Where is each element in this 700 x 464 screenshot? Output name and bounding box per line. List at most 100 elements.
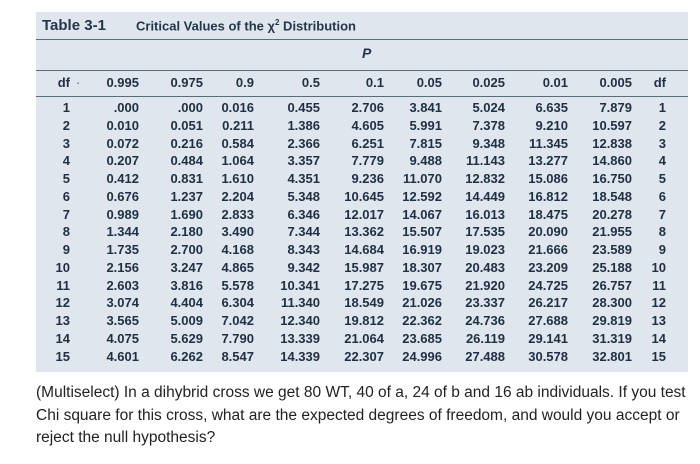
critical-value-cell: 16.812 [528, 188, 568, 204]
table-row: 2 0.010 0.051 0.211 1.386 4.605 5.991 7.378 9.21… [36, 118, 688, 136]
critical-value-cell: 8.547 [221, 348, 254, 364]
critical-value-cell: 9.342 [287, 259, 320, 275]
df-cell: 5 [62, 171, 70, 186]
critical-value-cell: 7.815 [409, 135, 442, 151]
critical-value-cell: 9.348 [472, 135, 505, 151]
df-cell: 8 [62, 224, 70, 240]
critical-value-cell: 3.074 [106, 295, 139, 311]
critical-value-cell: 2.603 [106, 277, 139, 293]
df-cell: 15 [651, 348, 666, 364]
critical-value-cell: 29.819 [592, 313, 632, 328]
header-dot-icon: · [76, 75, 81, 90]
critical-value-cell: 1.610 [221, 171, 254, 186]
df-cell: 9 [62, 242, 70, 257]
critical-value-cell: 0.412 [106, 171, 139, 186]
critical-value-cell: 27.688 [528, 313, 568, 328]
critical-value-cell: 0.010 [106, 117, 139, 133]
critical-value-cell: 3.247 [170, 259, 203, 275]
critical-value-cell: 14.339 [280, 348, 320, 364]
critical-value-cell: 21.064 [344, 330, 384, 346]
critical-value-cell: 1.237 [170, 188, 203, 204]
critical-value-cell: 19.675 [402, 277, 442, 293]
critical-value-cell: 0.455 [287, 100, 320, 115]
df-cell: 10 [651, 259, 666, 275]
critical-value-cell: 24.996 [402, 348, 442, 364]
table-row: 11 2.603 3.816 5.578 10.341 17.275 19.675 21.92… [36, 278, 688, 296]
critical-value-cell: 3.357 [287, 153, 320, 169]
critical-value-cell: 0.207 [106, 153, 139, 169]
critical-value-cell: 27.488 [465, 348, 505, 364]
critical-value-cell: 23.589 [592, 242, 632, 257]
critical-value-cell: 3.565 [106, 313, 139, 328]
critical-value-cell: 21.920 [465, 277, 505, 293]
critical-value-cell: 9.210 [535, 117, 568, 133]
critical-value-cell: 6.304 [221, 295, 254, 311]
df-cell: 5 [658, 171, 666, 186]
critical-value-cell: 18.307 [402, 259, 442, 275]
df-cell: 1 [658, 100, 666, 115]
critical-value-cell: 2.204 [221, 188, 254, 204]
df-cell: 8 [658, 224, 666, 240]
table-row: 3 0.072 0.216 0.584 2.366 6.251 7.815 9.348 11.3… [36, 136, 688, 154]
critical-value-cell: 21.955 [592, 224, 632, 240]
table-row: 4 0.207 0.484 1.064 3.357 7.779 9.488 11.143 13.… [36, 153, 688, 171]
critical-value-cell: 26.757 [592, 277, 632, 293]
df-cell: 7 [62, 206, 70, 222]
probability-label: P [362, 45, 372, 61]
critical-value-cell: .000 [113, 100, 139, 115]
critical-value-cell: 2.180 [170, 224, 203, 240]
critical-value-cell: 30.578 [528, 348, 568, 364]
critical-value-cell: 1.386 [287, 117, 320, 133]
df-cell: 15 [55, 348, 70, 364]
critical-value-cell: 11.345 [528, 135, 568, 151]
df-cell: 3 [62, 135, 70, 151]
header-p-0995: 0.995 [106, 75, 139, 90]
critical-value-cell: 11.340 [280, 295, 320, 311]
critical-value-cell: 5.348 [287, 188, 320, 204]
table-row: 8 1.344 2.180 3.490 7.344 13.362 15.507 17.535 2… [36, 224, 688, 242]
df-cell: 13 [55, 313, 70, 328]
header-p-0975: 0.975 [170, 75, 203, 90]
critical-value-cell: 9.488 [409, 153, 442, 169]
critical-value-cell: 22.307 [344, 348, 384, 364]
critical-value-cell: 4.075 [106, 330, 139, 346]
header-p-0025: 0.025 [472, 75, 505, 90]
critical-value-cell: 14.067 [402, 206, 442, 222]
critical-value-cell: 9.236 [351, 171, 384, 186]
table-row: 9 1.735 2.700 4.168 8.343 14.684 16.919 19.023 2… [36, 242, 688, 260]
table-row: 13 3.565 5.009 7.042 12.340 19.812 22.362 24.73… [36, 313, 688, 331]
critical-value-cell: 10.645 [344, 188, 384, 204]
critical-value-cell: 11.143 [465, 153, 505, 169]
critical-value-cell: 5.629 [170, 330, 203, 346]
critical-value-cell: 7.790 [221, 330, 254, 346]
critical-value-cell: 0.989 [106, 206, 139, 222]
critical-value-cell: 14.684 [344, 242, 384, 257]
critical-value-cell: 15.507 [402, 224, 442, 240]
table-title-row: Table 3-1 Critical Values of the χ2 Dist… [36, 12, 688, 40]
critical-value-cell: 0.676 [106, 188, 139, 204]
table-row: 12 3.074 4.404 6.304 11.340 18.549 21.026 23.33… [36, 295, 688, 313]
critical-value-cell: 20.278 [592, 206, 632, 222]
critical-value-cell: 29.141 [528, 330, 568, 346]
df-cell: 9 [658, 242, 666, 257]
critical-value-cell: 13.277 [528, 153, 568, 169]
critical-value-cell: 0.216 [170, 135, 203, 151]
critical-value-cell: 17.275 [344, 277, 384, 293]
critical-value-cell: 12.017 [344, 206, 384, 222]
df-cell: 14 [651, 330, 666, 346]
critical-value-cell: 5.991 [409, 117, 442, 133]
critical-value-cell: 12.832 [465, 171, 505, 186]
critical-value-cell: 20.483 [465, 259, 505, 275]
critical-value-cell: 21.026 [402, 295, 442, 311]
critical-value-cell: 20.090 [528, 224, 568, 240]
critical-value-cell: 26.217 [528, 295, 568, 311]
table-row: 10 2.156 3.247 4.865 9.342 15.987 18.307 20.483… [36, 260, 688, 278]
df-cell: 11 [652, 277, 666, 293]
table-title: Critical Values of the χ2 Distribution [136, 18, 356, 34]
critical-value-cell: 4.168 [221, 242, 254, 257]
header-df-left: df [57, 75, 70, 90]
critical-value-cell: 32.801 [592, 348, 632, 364]
critical-value-cell: 17.535 [465, 224, 505, 240]
table-row: 7 0.989 1.690 2.833 6.346 12.017 14.067 16.013 1… [36, 207, 688, 225]
critical-value-cell: 7.042 [221, 313, 254, 328]
